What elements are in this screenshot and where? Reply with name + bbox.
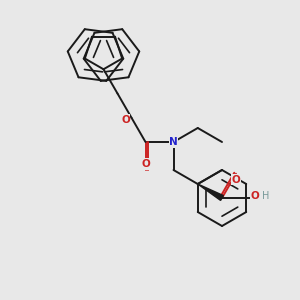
Text: N: N (169, 137, 178, 147)
Text: O: O (232, 175, 240, 185)
Text: O: O (141, 159, 150, 169)
Text: H: H (262, 191, 270, 201)
Polygon shape (198, 184, 224, 200)
Text: O: O (121, 115, 130, 125)
Text: O: O (250, 191, 260, 201)
